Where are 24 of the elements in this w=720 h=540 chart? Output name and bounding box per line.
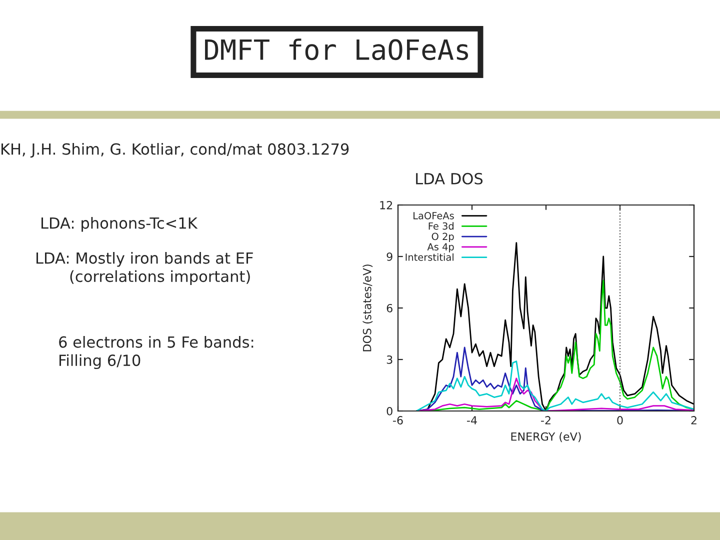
line-series — [416, 360, 694, 411]
text: KH, J.H. Shim, G. Kotliar, cond/mat 0803.1279 — [2, 143, 349, 158]
x-tick-label: 2 — [691, 416, 696, 424]
x-tick-label: 0 — [617, 416, 623, 424]
y-tick-label: 12 — [380, 200, 392, 210]
y-tick-label: 3 — [386, 355, 392, 364]
legend-label: As 4p — [427, 243, 454, 252]
x-tick-label: -6 — [393, 416, 403, 424]
y-axis-title: DOS (states/eV) — [362, 264, 373, 352]
y-tick-label: 0 — [386, 406, 392, 416]
legend-label: O 2p — [432, 232, 454, 242]
text: LDA: phonons-Tc<1K — [42, 217, 198, 232]
legend-label: LaOFeAs — [414, 212, 454, 220]
text: LDA: Mostly iron bands at EF (correlations important) — [36, 252, 253, 286]
legend-label: Interstitial — [406, 253, 454, 261]
chart-title: DMFT for LaOFeAs — [205, 38, 468, 60]
y-tick-label: 6 — [386, 304, 392, 312]
text: 6 electrons in 5 Fe bands: Filling 6/10 — [59, 336, 254, 370]
y-tick-label: 9 — [386, 252, 392, 261]
x-axis-title: ENERGY (eV) — [511, 432, 581, 442]
x-tick-label: -2 — [541, 416, 550, 424]
chart-subtitle: LDA DOS — [416, 172, 483, 184]
legend-label: Fe 3d — [428, 222, 454, 230]
x-tick-label: -4 — [467, 416, 477, 424]
